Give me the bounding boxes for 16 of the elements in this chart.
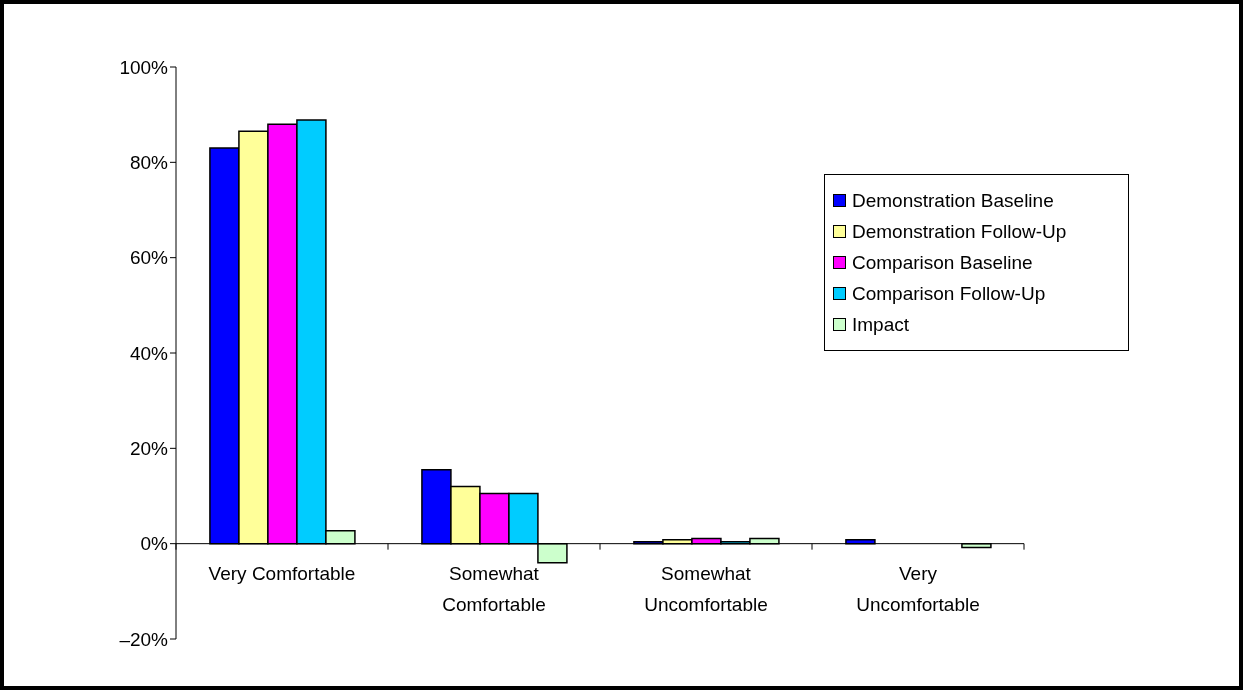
- x-tick-label: Somewhat Comfortable: [442, 562, 546, 615]
- y-tick-label: 60%: [129, 247, 169, 269]
- y-tick-label: 100%: [119, 56, 169, 78]
- x-tick-label: Somewhat Uncomfortable: [644, 562, 768, 615]
- y-tick-label: 40%: [129, 342, 169, 364]
- y-tick-label: 20%: [129, 438, 169, 460]
- legend-label: Demonstration Baseline: [852, 189, 1054, 212]
- x-tick-label: Very Comfortable: [208, 562, 356, 584]
- y-tick-label: 80%: [129, 152, 169, 174]
- y-tick-label: –20%: [119, 628, 169, 650]
- legend-label: Impact: [852, 313, 910, 336]
- x-tick-label: Very Uncomfortable: [856, 562, 980, 615]
- legend-label: Comparison Baseline: [852, 251, 1033, 274]
- legend-label: Comparison Follow-Up: [852, 282, 1046, 305]
- y-tick-label: 0%: [140, 533, 169, 555]
- legend-label: Demonstration Follow-Up: [852, 220, 1067, 243]
